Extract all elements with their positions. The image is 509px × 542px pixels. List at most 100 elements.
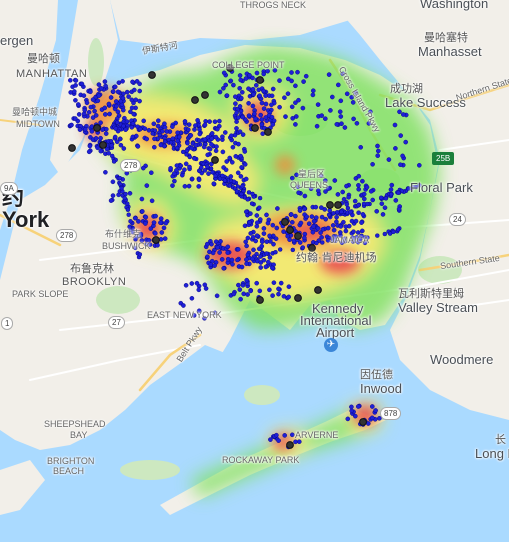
marker-point[interactable]	[201, 91, 209, 99]
data-point	[285, 76, 291, 82]
marker-point[interactable]	[294, 232, 302, 240]
data-point	[153, 213, 158, 219]
label-valley-stream: Valley Stream	[398, 300, 478, 315]
marker-point[interactable]	[314, 286, 322, 294]
marker-point[interactable]	[286, 226, 294, 234]
marker-point[interactable]	[152, 236, 160, 244]
data-point	[220, 134, 225, 139]
marker-point[interactable]	[264, 128, 272, 136]
data-point	[306, 221, 312, 226]
data-point	[343, 228, 349, 234]
label-inwood-zh: 因伍德	[360, 369, 393, 381]
airplane-icon[interactable]: ✈	[324, 338, 338, 352]
data-point	[130, 79, 135, 85]
data-point	[196, 168, 202, 174]
data-point	[205, 254, 210, 260]
data-point	[147, 242, 153, 247]
data-point	[73, 83, 78, 88]
data-point	[155, 123, 161, 129]
data-point	[270, 293, 275, 298]
marker-point[interactable]	[68, 144, 76, 152]
data-point	[375, 143, 380, 149]
marker-point[interactable]	[326, 201, 334, 209]
data-point	[315, 102, 321, 107]
data-point	[244, 243, 249, 249]
data-point	[209, 241, 214, 247]
shield-24: 24	[449, 213, 466, 226]
data-point	[243, 209, 249, 215]
data-point	[185, 127, 191, 132]
data-point	[229, 159, 235, 165]
data-point	[352, 198, 358, 204]
data-point	[139, 209, 145, 214]
data-point	[268, 437, 273, 442]
label-rockaway-park: ROCKAWAY PARK	[222, 455, 300, 465]
data-point	[258, 260, 264, 265]
marker-point[interactable]	[93, 124, 101, 132]
marker-point[interactable]	[359, 418, 367, 426]
data-point	[289, 175, 295, 181]
data-point	[224, 159, 229, 164]
data-point	[146, 237, 152, 243]
data-point	[196, 308, 202, 314]
data-point	[258, 112, 264, 118]
marker-point[interactable]	[251, 124, 259, 132]
data-point	[240, 132, 246, 137]
data-point	[98, 135, 103, 141]
data-point	[349, 95, 355, 100]
data-point	[217, 250, 222, 255]
marker-point[interactable]	[226, 64, 234, 72]
data-point	[242, 149, 248, 154]
marker-point[interactable]	[211, 156, 219, 164]
data-point	[213, 173, 218, 179]
data-point	[370, 161, 375, 167]
marker-point[interactable]	[286, 441, 294, 449]
label-jfk-2: International	[300, 313, 372, 328]
shield-9a: 9A	[0, 182, 18, 195]
marker-point[interactable]	[99, 141, 107, 149]
data-point	[215, 126, 220, 132]
data-point	[212, 119, 218, 124]
data-point	[112, 84, 118, 90]
data-point	[239, 264, 245, 270]
data-point	[393, 146, 398, 151]
data-point	[354, 121, 360, 126]
data-point	[334, 219, 339, 225]
marker-point[interactable]	[308, 244, 316, 252]
marker-point[interactable]	[281, 218, 289, 226]
marker-point[interactable]	[334, 201, 342, 209]
data-point	[335, 192, 341, 197]
data-point	[189, 295, 195, 301]
data-point	[240, 282, 246, 288]
marker-point[interactable]	[191, 96, 199, 104]
data-point	[217, 176, 223, 181]
data-point	[129, 105, 135, 111]
data-point	[244, 261, 249, 267]
data-point	[349, 408, 355, 414]
data-point	[388, 192, 394, 197]
data-point	[124, 119, 130, 124]
data-point	[231, 82, 236, 88]
marker-point[interactable]	[294, 294, 302, 302]
data-point	[127, 190, 133, 196]
data-point	[295, 184, 301, 189]
data-point	[206, 171, 211, 176]
data-point	[269, 114, 275, 120]
data-point	[102, 79, 108, 84]
data-point	[128, 219, 133, 224]
data-point	[246, 86, 251, 91]
data-point	[83, 127, 88, 132]
data-point	[202, 122, 208, 128]
marker-point[interactable]	[256, 296, 264, 304]
marker-point[interactable]	[256, 76, 264, 84]
data-point	[257, 288, 263, 294]
data-point	[211, 181, 217, 186]
data-point	[214, 144, 219, 149]
data-point	[246, 190, 252, 195]
marker-point[interactable]	[148, 71, 156, 79]
data-point	[247, 73, 252, 78]
data-point	[114, 103, 119, 109]
data-point	[303, 73, 309, 79]
data-point	[345, 416, 351, 422]
